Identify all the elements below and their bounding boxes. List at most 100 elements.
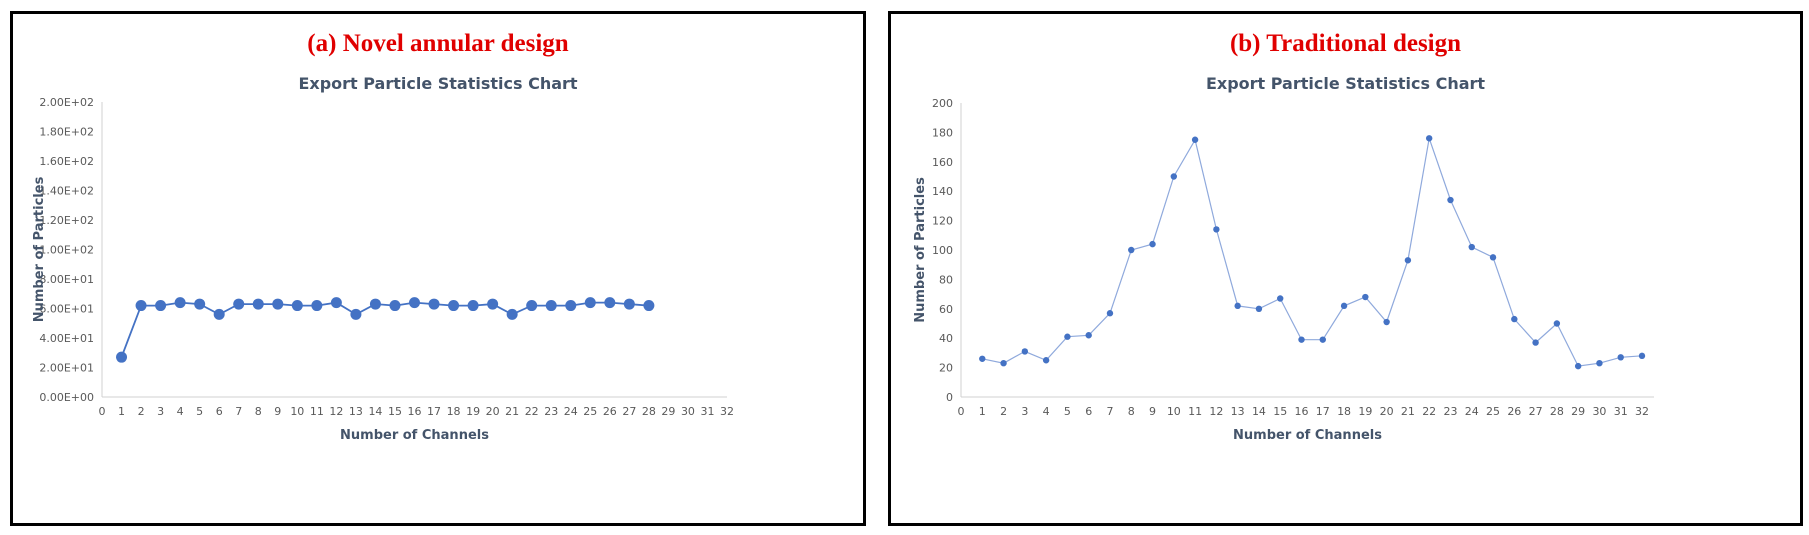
- data-point: [1404, 257, 1412, 264]
- data-point: [1298, 336, 1305, 343]
- x-tick-label: 23: [544, 405, 558, 418]
- data-point: [584, 297, 596, 309]
- data-point: [1447, 196, 1454, 204]
- y-tick-label: 0: [946, 391, 953, 404]
- data-point: [604, 297, 616, 309]
- data-point: [1362, 293, 1369, 301]
- x-tick-label: 27: [622, 405, 636, 418]
- data-point: [506, 308, 518, 320]
- x-tick-label: 7: [1106, 405, 1113, 418]
- y-tick-label: 160: [932, 156, 953, 169]
- x-tick-label: 24: [564, 405, 578, 418]
- x-tick-label: 27: [1529, 405, 1543, 418]
- x-tick-label: 20: [1380, 405, 1394, 418]
- data-point: [194, 298, 206, 310]
- x-tick-label: 26: [603, 405, 617, 418]
- data-point: [291, 300, 303, 312]
- data-point: [623, 298, 635, 310]
- data-point: [389, 300, 401, 312]
- x-tick-label: 13: [349, 405, 363, 418]
- y-tick-label: 4.00E+01: [39, 332, 94, 345]
- data-point: [1532, 339, 1539, 346]
- y-tick-label: 1.60E+02: [39, 155, 94, 168]
- y-tick-label: 200: [932, 97, 953, 110]
- data-point: [467, 300, 479, 312]
- x-tick-label: 4: [1043, 405, 1050, 418]
- x-tick-label: 11: [310, 405, 324, 418]
- data-point: [233, 298, 245, 310]
- x-tick-label: 31: [700, 405, 714, 418]
- x-tick-label: 14: [1252, 405, 1266, 418]
- x-tick-label: 13: [1231, 405, 1245, 418]
- data-point: [1511, 315, 1518, 323]
- x-tick-label: 21: [1401, 405, 1415, 418]
- chart-plot-a: 0.00E+00 2.00E+01 4.00E+01 6.00E+01 8.00E+01…: [32, 96, 734, 443]
- chart-caption-a: (a) Novel annular design: [307, 30, 569, 57]
- data-point: [487, 298, 499, 310]
- x-tick-label: 6: [1085, 405, 1092, 418]
- data-point: [213, 308, 225, 320]
- chart-title-b: Export Particle Statistics Chart: [1205, 74, 1486, 93]
- x-tick-label: 10: [1167, 405, 1181, 418]
- data-point: [1000, 359, 1007, 367]
- x-tick-label: 32: [1635, 405, 1649, 418]
- x-tick-label: 17: [427, 405, 441, 418]
- data-point: [1170, 173, 1178, 180]
- data-point: [1213, 226, 1220, 233]
- data-point: [1149, 240, 1156, 248]
- y-tick-label: 100: [932, 244, 953, 257]
- data-point: [1277, 295, 1284, 302]
- x-tick-label: 18: [1337, 405, 1351, 418]
- x-tick-label: 15: [388, 405, 402, 418]
- x-tick-label: 2: [138, 405, 145, 418]
- data-point: [1106, 310, 1114, 317]
- data-point: [116, 351, 128, 363]
- x-tick-label: 8: [255, 405, 262, 418]
- x-tick-label: 9: [1149, 405, 1156, 418]
- x-tick-label: 3: [157, 405, 164, 418]
- data-point: [1425, 135, 1433, 142]
- chart-panel-b: (b) Traditional design Export Particle S…: [888, 11, 1803, 526]
- y-tick-label: 1.80E+02: [39, 126, 94, 139]
- x-tick-label: 29: [1571, 405, 1585, 418]
- data-point: [979, 355, 986, 362]
- y-tick-label: 80: [939, 273, 953, 286]
- x-tick-label: 28: [1550, 405, 1564, 418]
- x-tick-label: 0: [99, 405, 106, 418]
- data-point: [1340, 302, 1348, 310]
- x-tick-label: 0: [958, 405, 965, 418]
- data-point: [1021, 348, 1029, 355]
- x-tick-label: 10: [290, 405, 304, 418]
- x-tick-label: 9: [274, 405, 281, 418]
- data-point: [350, 308, 362, 320]
- data-point: [1128, 246, 1135, 254]
- y-tick-label: 1.00E+02: [39, 244, 94, 257]
- data-point: [1596, 359, 1603, 367]
- x-tick-label: 21: [505, 405, 519, 418]
- y-tick-label: 20: [939, 362, 953, 375]
- y-tick-label: 8.00E+01: [39, 273, 94, 286]
- x-tick-label: 30: [1592, 405, 1606, 418]
- data-point: [1085, 332, 1092, 339]
- data-point: [1383, 318, 1390, 326]
- data-point: [565, 300, 577, 312]
- x-tick-label: 16: [408, 405, 422, 418]
- x-tick-label: 30: [681, 405, 695, 418]
- data-point: [174, 297, 186, 309]
- data-point: [1191, 136, 1199, 143]
- y-tick-label: 120: [932, 215, 953, 228]
- x-tick-label: 3: [1021, 405, 1028, 418]
- x-tick-label: 19: [466, 405, 480, 418]
- data-point: [545, 300, 557, 312]
- x-tick-label: 29: [661, 405, 675, 418]
- x-tick-label: 22: [525, 405, 539, 418]
- data-point: [1042, 357, 1050, 364]
- data-point: [1638, 352, 1646, 360]
- x-tick-label: 20: [486, 405, 500, 418]
- data-point: [1064, 333, 1071, 340]
- chart-caption-b: (b) Traditional design: [1229, 30, 1462, 57]
- data-point: [330, 297, 342, 309]
- data-point: [1553, 320, 1561, 327]
- y-tick-label: 1.20E+02: [39, 214, 94, 227]
